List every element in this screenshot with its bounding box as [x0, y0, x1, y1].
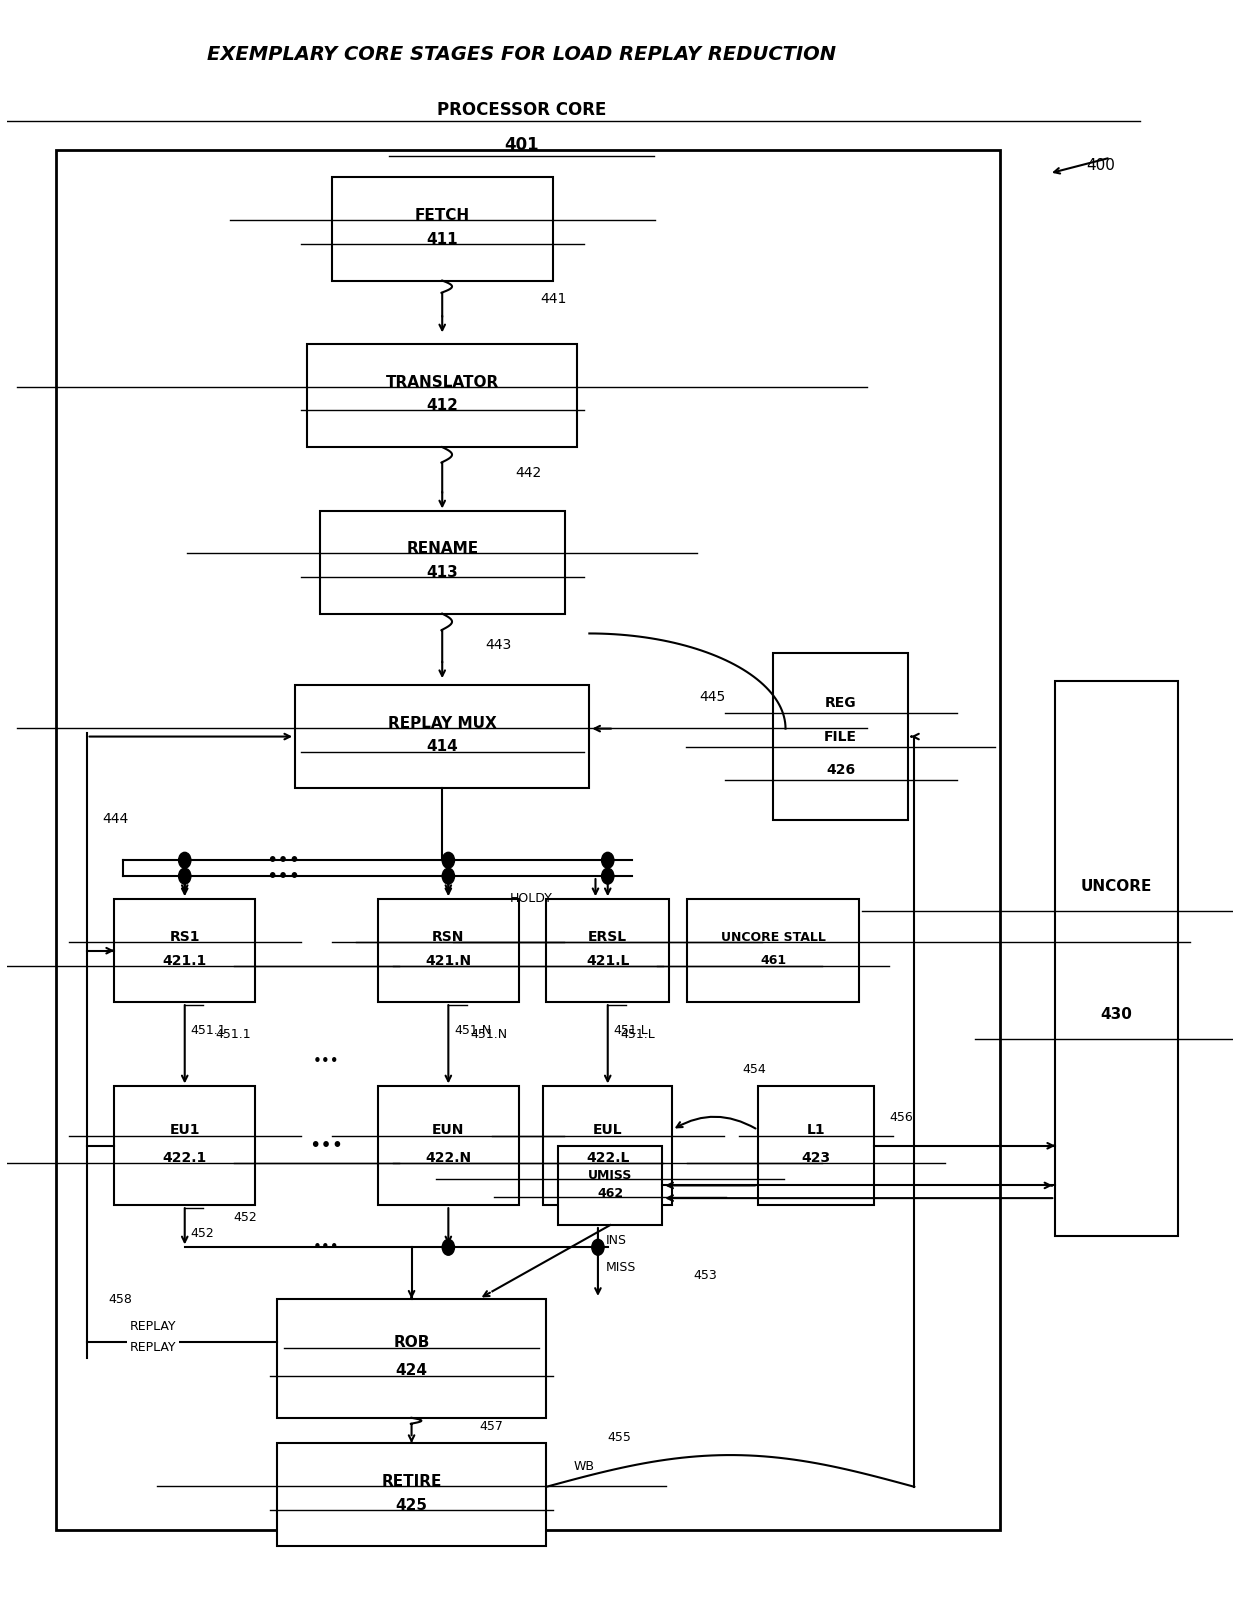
Circle shape [179, 853, 191, 869]
FancyBboxPatch shape [774, 653, 908, 819]
FancyBboxPatch shape [114, 899, 255, 1002]
Text: INS: INS [605, 1235, 626, 1248]
Text: 456: 456 [890, 1110, 914, 1123]
Text: 424: 424 [396, 1363, 428, 1378]
Text: REPLAY: REPLAY [129, 1341, 176, 1354]
Text: 400: 400 [1086, 158, 1115, 173]
Text: HOLDY: HOLDY [510, 891, 553, 906]
Circle shape [443, 853, 455, 869]
FancyBboxPatch shape [758, 1086, 874, 1205]
FancyBboxPatch shape [277, 1443, 547, 1546]
FancyBboxPatch shape [332, 178, 553, 280]
Circle shape [443, 1240, 455, 1256]
Text: 451.L: 451.L [620, 1029, 655, 1042]
FancyBboxPatch shape [378, 1086, 518, 1205]
Text: 423: 423 [801, 1150, 831, 1165]
Text: RETIRE: RETIRE [382, 1474, 441, 1490]
Text: 451.N: 451.N [455, 1024, 491, 1037]
Text: 422.1: 422.1 [162, 1150, 207, 1165]
Text: •••: ••• [265, 851, 300, 870]
FancyBboxPatch shape [308, 344, 577, 446]
Text: •••: ••• [265, 867, 300, 886]
FancyBboxPatch shape [277, 1299, 547, 1418]
Text: 422.N: 422.N [425, 1150, 471, 1165]
Text: 401: 401 [505, 136, 539, 154]
FancyBboxPatch shape [56, 150, 1001, 1530]
FancyBboxPatch shape [295, 685, 589, 789]
Text: 425: 425 [396, 1498, 428, 1512]
Text: 442: 442 [516, 466, 542, 480]
Text: EUN: EUN [433, 1123, 465, 1138]
Text: RENAME: RENAME [407, 541, 479, 557]
Circle shape [179, 869, 191, 885]
FancyBboxPatch shape [1055, 682, 1178, 1237]
Text: UNCORE: UNCORE [1081, 878, 1152, 894]
Circle shape [601, 869, 614, 885]
FancyBboxPatch shape [558, 1146, 662, 1226]
Text: UMISS: UMISS [588, 1168, 632, 1182]
Text: 451.1: 451.1 [191, 1024, 227, 1037]
Text: 430: 430 [1101, 1006, 1132, 1022]
Text: •••: ••• [312, 1240, 339, 1254]
Text: 451.N: 451.N [470, 1029, 507, 1042]
Text: 445: 445 [699, 690, 725, 704]
FancyBboxPatch shape [114, 1086, 255, 1205]
Text: 458: 458 [109, 1293, 133, 1306]
Text: 454: 454 [743, 1062, 766, 1077]
Text: 413: 413 [427, 565, 458, 579]
Text: •••: ••• [309, 1136, 342, 1155]
Text: 452: 452 [191, 1227, 215, 1240]
Text: 412: 412 [427, 398, 458, 413]
Text: ERSL: ERSL [588, 930, 627, 944]
Text: MISS: MISS [605, 1261, 636, 1275]
Text: FETCH: FETCH [414, 208, 470, 222]
Text: 462: 462 [598, 1187, 624, 1200]
Text: 451.1: 451.1 [216, 1029, 250, 1042]
Text: EUL: EUL [593, 1123, 622, 1138]
Text: 441: 441 [541, 291, 567, 306]
Text: 414: 414 [427, 739, 458, 754]
FancyBboxPatch shape [543, 1086, 672, 1205]
Text: PROCESSOR CORE: PROCESSOR CORE [438, 101, 606, 118]
Text: EXEMPLARY CORE STAGES FOR LOAD REPLAY REDUCTION: EXEMPLARY CORE STAGES FOR LOAD REPLAY RE… [207, 45, 837, 64]
Text: REPLAY MUX: REPLAY MUX [388, 715, 496, 731]
FancyBboxPatch shape [547, 899, 670, 1002]
Text: TRANSLATOR: TRANSLATOR [386, 374, 498, 390]
Text: 443: 443 [485, 637, 511, 651]
FancyBboxPatch shape [687, 899, 859, 1002]
Text: RS1: RS1 [170, 930, 200, 944]
Text: •••: ••• [312, 1054, 339, 1069]
Text: 411: 411 [427, 232, 458, 246]
Text: 426: 426 [826, 763, 856, 778]
Text: 461: 461 [760, 955, 786, 968]
Circle shape [443, 869, 455, 885]
Text: 457: 457 [479, 1421, 503, 1434]
Text: FILE: FILE [825, 730, 857, 744]
Text: 444: 444 [103, 813, 129, 826]
Text: 422.L: 422.L [587, 1150, 630, 1165]
Text: EU1: EU1 [170, 1123, 200, 1138]
Text: 451.L: 451.L [614, 1024, 649, 1037]
Text: 421.L: 421.L [587, 954, 630, 968]
Text: 421.1: 421.1 [162, 954, 207, 968]
Circle shape [591, 1240, 604, 1256]
Text: REPLAY: REPLAY [129, 1320, 176, 1333]
FancyBboxPatch shape [320, 510, 565, 614]
Circle shape [601, 853, 614, 869]
Text: WB: WB [573, 1459, 594, 1472]
Text: 455: 455 [608, 1430, 631, 1445]
FancyBboxPatch shape [378, 899, 518, 1002]
Text: 453: 453 [693, 1269, 717, 1282]
Text: L1: L1 [807, 1123, 826, 1138]
Text: UNCORE STALL: UNCORE STALL [720, 931, 826, 944]
Text: 452: 452 [234, 1211, 258, 1224]
Text: 421.N: 421.N [425, 954, 471, 968]
Text: RSN: RSN [433, 930, 465, 944]
Text: ROB: ROB [393, 1336, 430, 1350]
Text: REG: REG [825, 696, 857, 710]
